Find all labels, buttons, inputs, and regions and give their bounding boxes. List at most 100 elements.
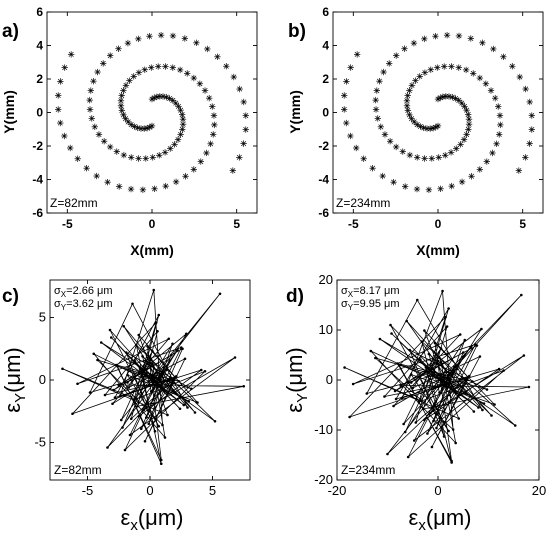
- spiral-point-stroke: [453, 95, 459, 101]
- spiral-point: [124, 39, 132, 47]
- spiral-point: [207, 140, 214, 148]
- panel-a: a) -5 0 5 -6 -4 -2 0 2 4 6 Z=82mm X(mm) Y(mm): [1, 5, 258, 258]
- spiral-point-stroke: [495, 104, 501, 110]
- error-trace-point: [109, 336, 113, 339]
- error-trace-point: [92, 352, 96, 356]
- spiral-point: [57, 119, 64, 127]
- spiral-point: [458, 178, 466, 186]
- spiral-point-stroke: [341, 92, 347, 98]
- spiral-point: [122, 82, 130, 89]
- error-trace-line: [344, 290, 529, 463]
- spiral-point: [406, 111, 413, 119]
- sigma-y-value-d: =9.95 μm: [353, 298, 399, 310]
- error-trace-point: [454, 441, 457, 445]
- spiral-point: [403, 97, 411, 105]
- spiral-point-stroke: [123, 82, 129, 88]
- spiral-point: [90, 77, 97, 85]
- spiral-point-stroke: [167, 95, 173, 101]
- spiral-point-stroke: [202, 88, 208, 94]
- y-tick-label: 4: [36, 39, 43, 53]
- spiral-point-stroke: [100, 60, 106, 66]
- x-tick-label: -5: [82, 483, 94, 498]
- spiral-point-stroke: [354, 51, 360, 57]
- spiral-point: [437, 94, 444, 101]
- spiral-point: [99, 60, 107, 67]
- spiral-point-stroke: [57, 78, 63, 84]
- spiral-point: [184, 70, 191, 77]
- spiral-point: [347, 132, 354, 140]
- spiral-point-stroke: [428, 67, 434, 73]
- error-trace-point: [412, 439, 416, 442]
- error-trace-point: [460, 385, 464, 389]
- spiral-point-stroke: [509, 63, 515, 69]
- spiral-point-stroke: [343, 78, 349, 84]
- error-trace-point: [343, 366, 346, 369]
- spiral-point: [440, 63, 448, 70]
- sigma-x-value-d: =8.17 μm: [353, 285, 399, 297]
- y-tick-label: -20: [314, 472, 333, 487]
- error-trace-point: [400, 396, 404, 400]
- spiral-point-stroke: [456, 33, 462, 39]
- spiral-point: [120, 151, 128, 159]
- spiral-point-stroke: [203, 150, 209, 156]
- spiral-point: [174, 136, 182, 143]
- spiral-point-stroke: [175, 137, 181, 143]
- spiral-point-stroke: [131, 73, 137, 79]
- error-trace-point: [433, 370, 437, 374]
- error-trace-point: [435, 426, 438, 430]
- error-trace-point: [203, 369, 207, 373]
- spiral-point-stroke: [62, 65, 68, 71]
- spiral-point: [61, 64, 68, 71]
- spiral-point: [406, 87, 413, 94]
- spiral-point: [443, 31, 451, 39]
- error-trace-point: [149, 358, 153, 362]
- spiral-point: [196, 80, 204, 87]
- error-trace-point: [406, 455, 410, 459]
- spiral-point: [385, 60, 393, 67]
- spiral-point-stroke: [361, 156, 367, 162]
- error-trace-point: [121, 426, 124, 429]
- spiral-point: [487, 87, 495, 94]
- spiral-point-stroke: [347, 133, 353, 139]
- error-trace-point: [76, 382, 79, 386]
- spiral-point: [154, 63, 162, 70]
- spiral-point-stroke: [197, 81, 203, 87]
- spiral-point: [169, 32, 177, 40]
- spiral-point-stroke: [421, 36, 427, 42]
- spiral-point: [67, 51, 75, 58]
- spiral-point: [413, 154, 421, 161]
- spiral-point-stroke: [529, 113, 535, 119]
- error-trace-point: [438, 391, 441, 394]
- spiral-point-stroke: [210, 131, 216, 137]
- spiral-point: [437, 185, 444, 193]
- spiral-point-stroke: [441, 64, 447, 70]
- error-trace-point: [147, 422, 151, 426]
- spiral-point-stroke: [135, 36, 141, 42]
- spiral-point: [211, 121, 218, 129]
- spiral-point: [120, 111, 127, 119]
- spiral-point: [148, 64, 155, 71]
- spiral-point: [458, 99, 466, 107]
- spiral-point: [482, 80, 490, 87]
- spiral-point-stroke: [177, 67, 183, 73]
- error-trace-point: [196, 401, 199, 404]
- spiral-point: [151, 94, 158, 101]
- error-trace-point: [441, 289, 444, 293]
- error-trace-point: [419, 399, 422, 402]
- error-trace-point: [131, 302, 134, 306]
- error-trace-point: [408, 348, 412, 352]
- spiral-point: [463, 131, 470, 138]
- y-axis-label-d: εY(μm): [282, 347, 311, 412]
- error-trace-point: [187, 399, 191, 403]
- error-trace-point: [139, 427, 143, 431]
- spiral-point: [146, 32, 153, 40]
- spiral-markers-b: [340, 31, 536, 194]
- error-trace-point: [129, 417, 133, 421]
- sigma-y-symbol-c: σ: [54, 298, 61, 310]
- spiral-point-stroke: [211, 122, 217, 128]
- ticks-c: -5 0 5 -5 0 5: [34, 280, 250, 498]
- spiral-point-stroke: [170, 33, 176, 39]
- error-trace-point: [392, 404, 395, 408]
- spiral-point-stroke: [178, 132, 184, 138]
- error-trace-point: [445, 386, 449, 390]
